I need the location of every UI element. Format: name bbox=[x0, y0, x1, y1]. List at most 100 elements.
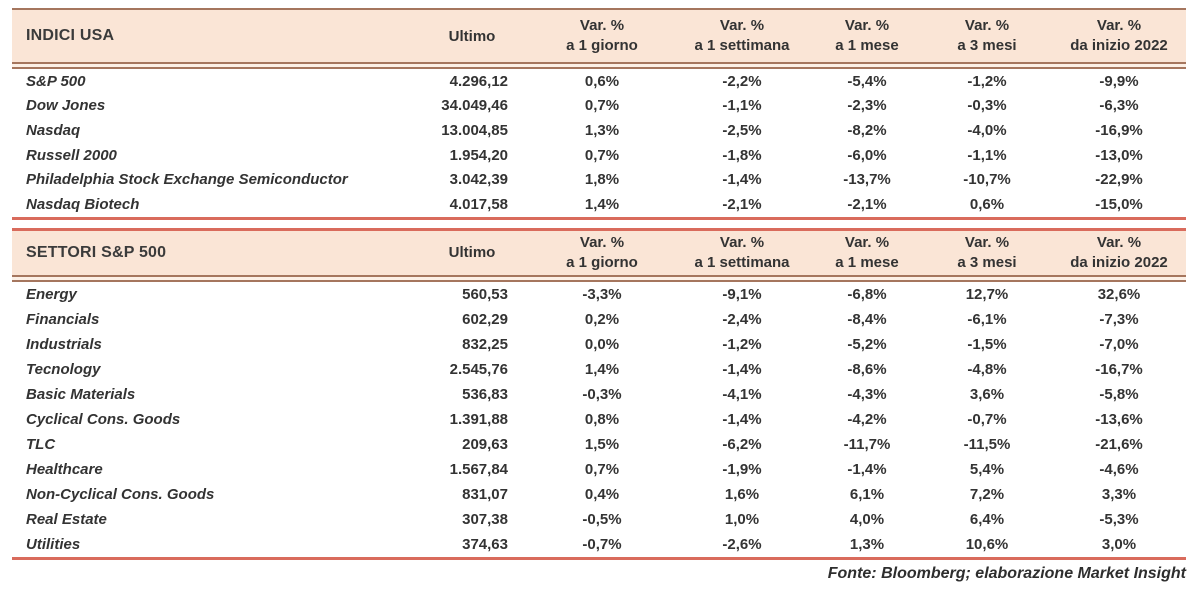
header-double-rule bbox=[12, 274, 1186, 282]
table-row: S&P 500 4.296,12 0,6% -2,2% -5,4% -1,2% … bbox=[12, 69, 1186, 94]
row-label: Non-Cyclical Cons. Goods bbox=[26, 485, 215, 503]
var-1m-value: -11,7% bbox=[843, 435, 891, 453]
var-1w-value: -1,4% bbox=[722, 410, 762, 428]
table-title: INDICI USA bbox=[26, 27, 115, 44]
ultimo-value: 3.042,39 bbox=[449, 171, 508, 189]
row-label: Basic Materials bbox=[26, 385, 136, 403]
col-header-line1: Var. % bbox=[719, 17, 765, 34]
table-row: Cyclical Cons. Goods 1.391,88 0,8% -1,4%… bbox=[12, 407, 1186, 432]
var-1w-value: -1,1% bbox=[722, 97, 762, 115]
var-1w-value: -2,4% bbox=[722, 310, 762, 328]
table-indici-usa: INDICI USA Ultimo Var. % a 1 giorno Var.… bbox=[12, 8, 1186, 220]
row-label: Real Estate bbox=[26, 510, 107, 528]
var-1d-value: 0,6% bbox=[584, 72, 620, 90]
row-label: Nasdaq Biotech bbox=[26, 196, 140, 214]
var-ytd-value: -5,8% bbox=[1099, 385, 1139, 403]
col-header-ultimo: Ultimo bbox=[448, 27, 496, 45]
row-label: Russell 2000 bbox=[26, 146, 117, 164]
var-ytd-value: 3,0% bbox=[1101, 535, 1137, 553]
var-1m-value: -6,8% bbox=[847, 285, 887, 303]
row-label: Healthcare bbox=[26, 460, 103, 478]
var-1m-value: -2,1% bbox=[847, 196, 887, 214]
var-3m-value: 10,6% bbox=[965, 535, 1009, 553]
table-row: Tecnology 2.545,76 1,4% -1,4% -8,6% -4,8… bbox=[12, 357, 1186, 382]
var-1d-value: 1,5% bbox=[584, 435, 620, 453]
var-ytd-value: -13,0% bbox=[1095, 146, 1143, 164]
var-1w-value: -1,2% bbox=[722, 335, 762, 353]
var-ytd-value: -15,0% bbox=[1095, 196, 1143, 214]
var-1m-value: -13,7% bbox=[843, 171, 891, 189]
var-1m-value: 6,1% bbox=[849, 485, 885, 503]
var-3m-value: 6,4% bbox=[969, 510, 1005, 528]
var-3m-value: -6,1% bbox=[967, 310, 1007, 328]
table-row: Russell 2000 1.954,20 0,7% -1,8% -6,0% -… bbox=[12, 143, 1186, 168]
col-header-line2: a 1 giorno bbox=[566, 253, 638, 271]
col-header-ultimo: Ultimo bbox=[448, 244, 496, 262]
col-header-line2: a 1 settimana bbox=[694, 253, 790, 271]
var-ytd-value: -16,7% bbox=[1095, 360, 1143, 378]
col-header-var-3m: Var. % a 3 mesi bbox=[922, 231, 1052, 275]
report-sheet: INDICI USA Ultimo Var. % a 1 giorno Var.… bbox=[12, 8, 1186, 583]
col-header-var-1d: Var. % a 1 giorno bbox=[532, 10, 672, 62]
ultimo-value: 13.004,85 bbox=[441, 122, 508, 140]
ultimo-value: 374,63 bbox=[462, 535, 508, 553]
var-1m-value: -5,2% bbox=[847, 335, 887, 353]
var-1d-value: -3,3% bbox=[582, 285, 622, 303]
var-1m-value: -4,2% bbox=[847, 410, 887, 428]
table-row: Nasdaq 13.004,85 1,3% -2,5% -8,2% -4,0% … bbox=[12, 118, 1186, 143]
var-3m-value: 3,6% bbox=[969, 385, 1005, 403]
var-1w-value: -1,9% bbox=[722, 460, 762, 478]
table-header-row: SETTORI S&P 500 Ultimo Var. % a 1 giorno… bbox=[12, 230, 1186, 275]
var-1w-value: -1,8% bbox=[722, 146, 762, 164]
var-1m-value: -8,2% bbox=[847, 122, 887, 140]
col-header-line2: a 1 mese bbox=[835, 253, 899, 271]
col-header-line1: Var. % bbox=[844, 17, 890, 34]
ultimo-value: 209,63 bbox=[462, 435, 508, 453]
table-row: Philadelphia Stock Exchange Semiconducto… bbox=[12, 168, 1186, 193]
col-header-line1: Var. % bbox=[964, 17, 1010, 34]
col-header-line1: Var. % bbox=[1096, 233, 1142, 251]
table-row: Non-Cyclical Cons. Goods 831,07 0,4% 1,6… bbox=[12, 482, 1186, 507]
var-1m-value: -4,3% bbox=[847, 385, 887, 403]
ultimo-value: 34.049,46 bbox=[441, 97, 508, 115]
ultimo-value: 4.017,58 bbox=[449, 196, 508, 214]
table-body: S&P 500 4.296,12 0,6% -2,2% -5,4% -1,2% … bbox=[12, 69, 1186, 217]
var-3m-value: -11,5% bbox=[963, 435, 1011, 453]
col-header-line2: a 1 settimana bbox=[694, 37, 790, 54]
var-ytd-value: 3,3% bbox=[1101, 485, 1137, 503]
row-label: Financials bbox=[26, 310, 100, 328]
var-1m-value: 4,0% bbox=[849, 510, 885, 528]
var-1w-value: -2,6% bbox=[722, 535, 762, 553]
ultimo-value: 1.391,88 bbox=[449, 410, 508, 428]
row-label: Industrials bbox=[26, 335, 102, 353]
table-row: Industrials 832,25 0,0% -1,2% -5,2% -1,5… bbox=[12, 332, 1186, 357]
table-row: TLC 209,63 1,5% -6,2% -11,7% -11,5% -21,… bbox=[12, 432, 1186, 457]
table-header-row: INDICI USA Ultimo Var. % a 1 giorno Var.… bbox=[12, 10, 1186, 62]
var-1d-value: 0,7% bbox=[584, 460, 620, 478]
var-3m-value: -4,0% bbox=[967, 122, 1007, 140]
col-header-var-1w: Var. % a 1 settimana bbox=[672, 10, 812, 62]
var-1d-value: 0,8% bbox=[584, 410, 620, 428]
var-ytd-value: -16,9% bbox=[1095, 122, 1143, 140]
var-1d-value: 1,8% bbox=[584, 171, 620, 189]
table-bottom-rule bbox=[12, 556, 1186, 560]
col-header-var-1m: Var. % a 1 mese bbox=[812, 10, 922, 62]
ultimo-value: 1.954,20 bbox=[449, 146, 508, 164]
col-header-line1: Var. % bbox=[964, 233, 1010, 251]
var-1m-value: -8,6% bbox=[847, 360, 887, 378]
var-1d-value: -0,7% bbox=[582, 535, 622, 553]
var-3m-value: -1,2% bbox=[967, 72, 1007, 90]
table-settori-sp500: SETTORI S&P 500 Ultimo Var. % a 1 giorno… bbox=[12, 227, 1186, 560]
col-header-var-ytd: Var. % da inizio 2022 bbox=[1052, 231, 1186, 275]
row-label: Nasdaq bbox=[26, 122, 81, 140]
var-ytd-value: -7,3% bbox=[1099, 310, 1139, 328]
var-3m-value: 7,2% bbox=[969, 485, 1005, 503]
col-header-line2: a 1 mese bbox=[835, 37, 899, 54]
row-label: Philadelphia Stock Exchange Semiconducto… bbox=[26, 171, 348, 189]
var-1d-value: 0,7% bbox=[584, 146, 620, 164]
ultimo-value: 307,38 bbox=[462, 510, 508, 528]
var-1d-value: 1,3% bbox=[584, 122, 620, 140]
col-header-line1: Var. % bbox=[579, 233, 625, 251]
var-1w-value: -9,1% bbox=[722, 285, 762, 303]
var-ytd-value: -22,9% bbox=[1095, 171, 1143, 189]
